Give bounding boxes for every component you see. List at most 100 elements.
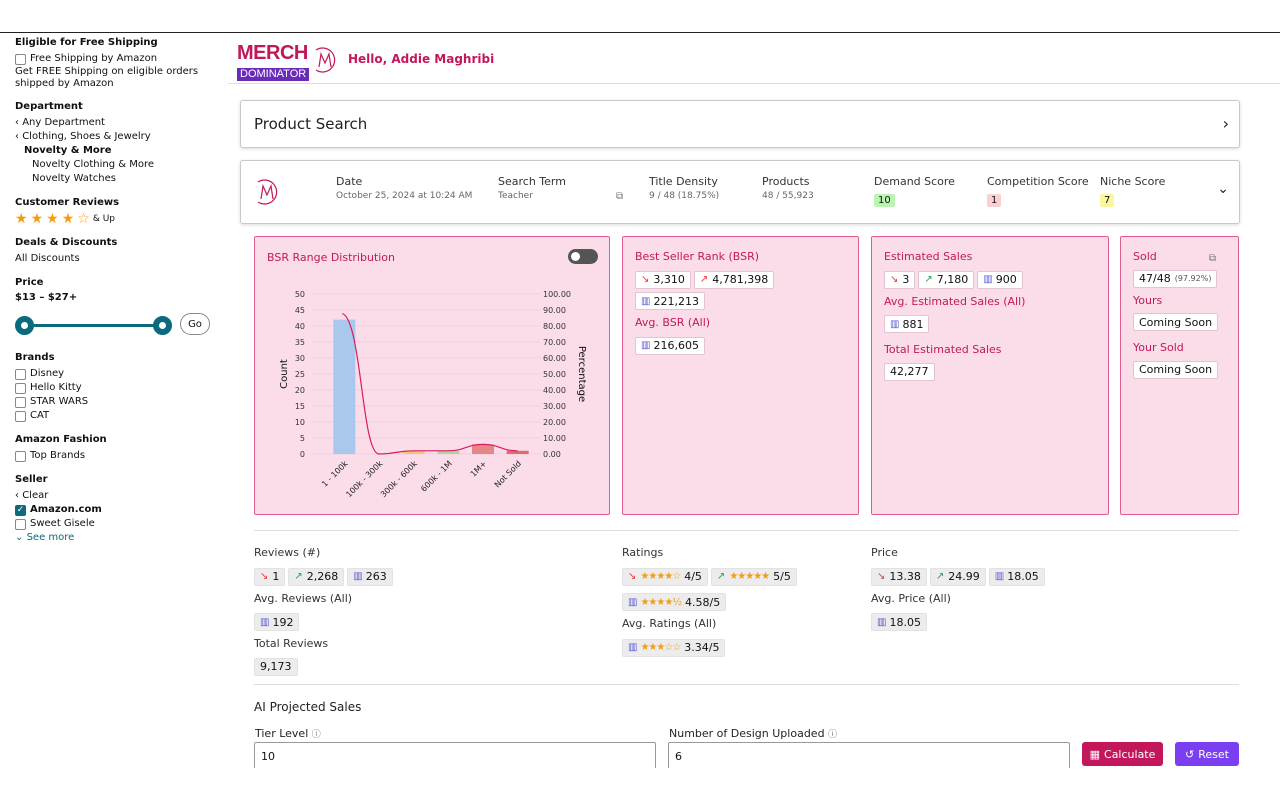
reviews-stats: Reviews (#) ↘ 1 ↗ 2,268 ▥ 263 Avg. Reviews (A… (254, 546, 396, 676)
chevron-down-icon[interactable]: ⌄ (1217, 181, 1229, 197)
tier-level-input[interactable]: 10 (254, 742, 656, 768)
brand-option[interactable]: CAT (15, 409, 220, 423)
est-avg: 900 (995, 273, 1017, 286)
seller-option[interactable]: ✓ Amazon.com (15, 503, 220, 517)
department-novelty-clothing[interactable]: Novelty Clothing & More (32, 159, 155, 170)
date-label: Date (336, 175, 363, 188)
reviews-label: Reviews (#) (254, 546, 321, 559)
designs-uploaded-input[interactable]: 6 (668, 742, 1070, 768)
reviews-heading: Customer Reviews (15, 197, 120, 208)
y2-tick-label: 30.00 (543, 402, 566, 411)
bsr-low: 3,310 (653, 273, 685, 286)
window-bottom-area (0, 768, 1280, 800)
x-tick-label: 1 - 100k (320, 459, 350, 489)
y-tick-label: 15 (295, 402, 305, 411)
est-total-chip: 42,277 (884, 362, 935, 381)
y2-tick-label: 70.00 (543, 338, 566, 347)
price-range: $13 – $27+ (15, 292, 78, 303)
free-shipping-label: Free Shipping by Amazon (30, 53, 158, 64)
brand-checkbox[interactable] (15, 382, 26, 394)
seller-clear-label: Clear (22, 490, 49, 501)
brand-checkbox[interactable] (15, 396, 26, 408)
ratings-high: 5/5 (773, 570, 791, 583)
header-divider (228, 83, 1280, 84)
sold-title: Sold (1133, 250, 1157, 263)
chevron-left-icon: ‹ (15, 490, 23, 501)
brands-filter: Brands Disney Hello Kitty STAR WARS CAT (15, 352, 220, 423)
checkmark-icon[interactable]: ✓ (15, 504, 26, 516)
free-shipping-option[interactable]: Free Shipping by Amazon (15, 52, 220, 66)
free-shipping-checkbox[interactable] (15, 53, 26, 65)
greeting: Hello, Addie Maghribi (348, 52, 495, 66)
price-min-handle[interactable] (15, 316, 34, 335)
y-tick-label: 30 (295, 354, 305, 363)
brand-checkbox[interactable] (15, 368, 26, 380)
yours-chip: Coming Soon (1133, 313, 1219, 331)
brand-option[interactable]: Disney (15, 367, 220, 381)
reviews-avg-all-chip: ▥ 192 (254, 613, 300, 631)
brands-heading: Brands (15, 352, 55, 363)
top-brands-checkbox[interactable] (15, 450, 26, 462)
calculate-button[interactable]: ▦ Calculate (1082, 742, 1163, 766)
chevron-right-icon[interactable]: › (1222, 114, 1229, 133)
bsr-high-chip: ↗ 4,781,398 (693, 270, 775, 289)
info-icon[interactable]: ⓘ (828, 730, 838, 740)
reviews-total-row: 9,173 (254, 655, 396, 676)
products-label: Products (762, 175, 810, 188)
your-sold-label: Your Sold (1133, 341, 1184, 354)
top-brands-option[interactable]: Top Brands (15, 449, 220, 463)
department-novelty-watches[interactable]: Novelty Watches (32, 173, 116, 184)
price-max-handle[interactable] (153, 316, 172, 335)
y2-tick-label: 10.00 (543, 434, 566, 443)
seller-option[interactable]: Sweet Gisele (15, 517, 220, 531)
title-density-value: 9 / 48 (18.75%) (649, 191, 720, 201)
reviews-avg-chip: ▥ 263 (347, 567, 393, 586)
price-chips: ↘ 13.38 ↗ 24.99 ▥ 18.05 (871, 564, 1048, 586)
brand-checkbox[interactable] (15, 410, 26, 422)
window-top-border (0, 32, 1280, 33)
reviews-high: 2,268 (306, 570, 339, 583)
department-heading: Department (15, 101, 83, 112)
sold-value: 47/48 (1139, 272, 1171, 285)
competition-score-badge: 1 (987, 194, 1002, 207)
all-discounts-option[interactable]: All Discounts (15, 253, 80, 264)
copy-icon[interactable]: ⧉ (616, 191, 624, 202)
shipping-heading: Eligible for Free Shipping (15, 37, 158, 48)
y-axis-label: Count (279, 359, 290, 389)
price-go-button[interactable]: Go (180, 313, 210, 335)
bar (333, 319, 356, 454)
trend-down-icon: ↘ (260, 571, 269, 582)
tier-level-text: Tier Level (255, 727, 309, 740)
seller-clear[interactable]: ‹ Clear (15, 489, 220, 503)
date-value: October 25, 2024 at 10:24 AM (336, 191, 473, 201)
competition-score-label: Competition Score (987, 175, 1089, 188)
four-stars-up-option[interactable]: ★ ★ ★ ★ ☆ & Up (15, 212, 220, 226)
summary-date: Date October 25, 2024 at 10:24 AM (336, 175, 472, 201)
reset-button[interactable]: ↺ Reset (1175, 742, 1239, 766)
star-full-icon: ★ (61, 211, 75, 227)
info-icon[interactable]: ⓘ (311, 730, 321, 740)
department-any[interactable]: ‹ Any Department (15, 116, 220, 130)
department-clothing[interactable]: ‹ Clothing, Shoes & Jewelry (15, 130, 220, 144)
reviews-avg-all: 192 (272, 615, 294, 629)
tier-level-label: Tier Level ⓘ (255, 727, 321, 740)
y-tick-label: 25 (295, 370, 305, 379)
average-icon: ▥ (983, 274, 993, 285)
copy-icon[interactable]: ⧉ (1208, 253, 1216, 264)
y2-tick-label: 90.00 (543, 306, 566, 315)
ratings-avg-all-row: ▥ ★★★☆☆ 3.34/5 (622, 635, 800, 657)
seller-checkbox[interactable] (15, 518, 26, 530)
reviews-avg: 263 (365, 570, 387, 583)
bsr-avg-all: 216,605 (653, 339, 699, 352)
calculator-icon: ▦ (1089, 747, 1101, 761)
products-value: 48 / 55,923 (762, 191, 814, 201)
stars-icon: ★★★★½ (640, 596, 682, 608)
brand-option[interactable]: Hello Kitty (15, 381, 220, 395)
chart-toggle[interactable] (568, 249, 598, 264)
brand-option[interactable]: STAR WARS (15, 395, 220, 409)
product-search-panel[interactable]: Product Search › (240, 100, 1240, 148)
see-more-link[interactable]: ⌄ See more (15, 531, 220, 545)
price-slider[interactable]: Go (15, 311, 225, 341)
est-sales-title: Estimated Sales (884, 250, 973, 263)
price-stats: Price ↘ 13.38 ↗ 24.99 ▥ 18.05 Avg. Price (All… (871, 546, 1048, 631)
